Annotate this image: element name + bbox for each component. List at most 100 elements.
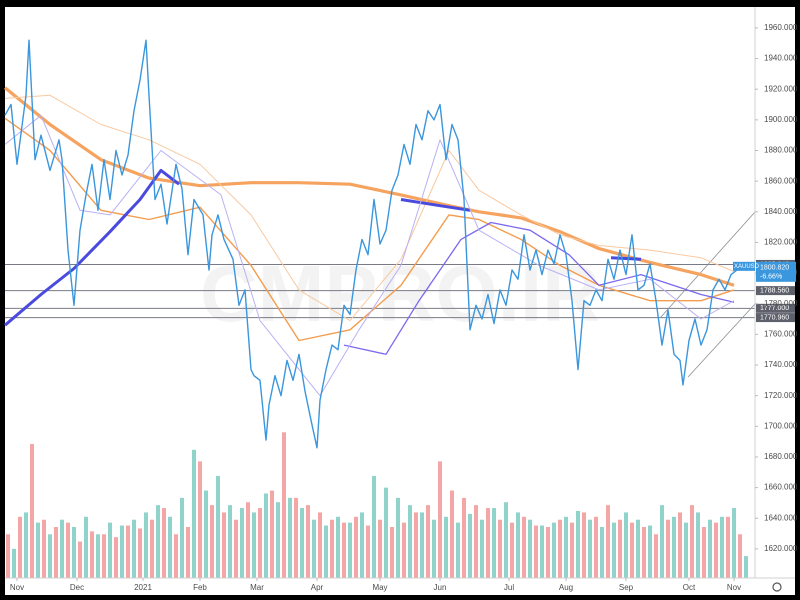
- volume-bar: [12, 548, 16, 578]
- x-tick-label: Apr: [311, 583, 324, 592]
- volume-bar: [222, 512, 226, 578]
- volume-bar: [228, 505, 232, 578]
- volume-bar: [714, 522, 718, 578]
- volume-bar: [630, 522, 634, 578]
- volume-bar: [498, 519, 502, 578]
- volume-bar: [648, 525, 652, 578]
- volume-bar: [336, 516, 340, 578]
- volume-bar: [54, 527, 58, 578]
- volume-bar: [102, 534, 106, 578]
- lines: [3, 39, 738, 449]
- volume-bar: [126, 525, 130, 578]
- volume-bar: [396, 497, 400, 578]
- volume-bar: [60, 519, 64, 578]
- series-line: [4, 168, 642, 327]
- volume-bar: [360, 512, 364, 578]
- volume-bar: [120, 525, 124, 578]
- volume-bar: [684, 522, 688, 578]
- volume-bar: [540, 525, 544, 578]
- volume-bar: [66, 522, 70, 578]
- x-tick-label: May: [372, 583, 387, 592]
- volume-bar: [180, 497, 184, 578]
- volume-bar: [378, 519, 382, 578]
- volume-bar: [582, 512, 586, 578]
- volume-bar: [6, 534, 10, 578]
- y-tick-label: 1820.000: [764, 238, 798, 247]
- settings-icon[interactable]: [772, 582, 782, 592]
- volume-bar: [642, 527, 646, 578]
- volume-bar: [270, 490, 274, 578]
- x-tick-label: Jun: [434, 583, 447, 592]
- volume-bar: [486, 508, 490, 578]
- volume-bar: [354, 516, 358, 578]
- y-tick-label: 1860.000: [764, 176, 798, 185]
- volume-bar: [132, 519, 136, 578]
- x-tick-label: Nov: [727, 583, 741, 592]
- volume-bar: [90, 531, 94, 578]
- volume-bar: [468, 513, 472, 578]
- volume-bar: [690, 505, 694, 578]
- volume-bar: [618, 519, 622, 578]
- volume-bar: [330, 519, 334, 578]
- volume-bar: [564, 516, 568, 578]
- series-line: [3, 86, 735, 287]
- volume-bar: [234, 519, 238, 578]
- y-tick-label: 1640.000: [764, 513, 798, 522]
- y-tick-label: 1940.000: [764, 54, 798, 63]
- y-tick-label: 1620.000: [764, 544, 798, 553]
- volume-bar: [324, 525, 328, 578]
- volume-bar: [156, 505, 160, 578]
- volume-bar: [192, 449, 196, 578]
- y-tick-label: 1880.000: [764, 146, 798, 155]
- symbol: XAUUSD: [734, 264, 760, 270]
- axes: 1960.000 1940.000 1920.000 1900.000 1880.000…: [10, 23, 798, 592]
- volume-bar: [204, 490, 208, 578]
- level-box: [756, 286, 795, 296]
- volume-bar: [162, 508, 166, 578]
- volume-bar: [456, 522, 460, 578]
- volume-bar: [732, 508, 736, 578]
- volume-bar: [546, 527, 550, 578]
- price-box: [756, 261, 796, 282]
- y-tick-label: 1760.000: [764, 329, 798, 338]
- series-line: [4, 39, 738, 449]
- volume-bar: [450, 490, 454, 578]
- volume-bar: [384, 487, 388, 578]
- volume-bar: [402, 522, 406, 578]
- volume-bar: [78, 541, 82, 578]
- volume-bar: [636, 519, 640, 578]
- volume-bar: [738, 534, 742, 578]
- y-tick-label: 1720.000: [764, 391, 798, 400]
- volume-bar: [174, 534, 178, 578]
- x-tick-label: 2021: [134, 583, 152, 592]
- x-tick-label: Feb: [193, 583, 207, 592]
- volume-bar: [528, 519, 532, 578]
- series-line: [4, 117, 735, 342]
- last-price: 1800.820: [760, 265, 789, 272]
- volume-bar: [462, 497, 466, 578]
- volume-bar: [426, 505, 430, 578]
- volume-bar: [342, 522, 346, 578]
- volume-bar: [624, 512, 628, 578]
- volume-bar: [18, 516, 22, 578]
- volume-bar: [252, 512, 256, 578]
- volume-bar: [84, 516, 88, 578]
- volume-bar: [198, 461, 202, 578]
- volume-bar: [510, 522, 514, 578]
- level-box: [756, 313, 795, 323]
- volume-bar: [516, 512, 520, 578]
- y-tick-label: 1780.000: [764, 299, 798, 308]
- volume-bar: [558, 519, 562, 578]
- volume-bar: [606, 505, 610, 578]
- x-tick-label: Jul: [504, 583, 514, 592]
- volume-bar: [30, 443, 34, 578]
- x-tick-label: Sep: [619, 583, 634, 592]
- volume-bar: [552, 522, 556, 578]
- watermark: CMPRO.IR: [200, 249, 600, 338]
- volume-bar: [108, 522, 112, 578]
- symbol-box: [733, 261, 755, 271]
- y-tick-label: 1840.000: [764, 207, 798, 216]
- volume-bar: [390, 527, 394, 578]
